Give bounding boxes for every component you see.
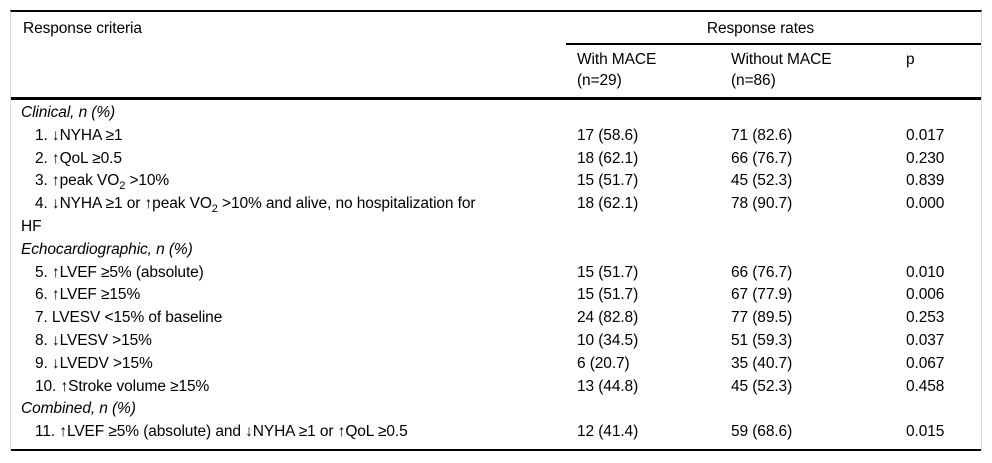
with-mace-value: 24 (82.8) (577, 309, 639, 327)
p-value: 0.253 (906, 309, 945, 327)
p-value: 0.839 (906, 172, 945, 190)
section-title: Echocardiographic, n (%) (21, 240, 193, 258)
table-row: 2. ↑QoL ≥0.5 18 (62.1) 66 (76.7) 0.230 (11, 148, 981, 171)
without-mace-value: 66 (76.7) (731, 263, 793, 281)
table-row: 6. ↑LVEF ≥15% 15 (51.7) 67 (77.9) 0.006 (11, 284, 981, 307)
without-mace-value: 78 (90.7) (731, 195, 793, 213)
p-value: 0.067 (906, 354, 945, 372)
p-column-header: p (895, 49, 981, 97)
p-label: p (906, 51, 915, 68)
with-mace-label: With MACE (577, 51, 657, 68)
table-row: 8. ↓LVESV >15% 10 (34.5) 51 (59.3) 0.037 (11, 330, 981, 353)
row-label: 3. ↑peak VO2 >10% (35, 172, 170, 193)
without-mace-n: (n=86) (731, 72, 776, 89)
row-label: 11. ↑LVEF ≥5% (absolute) and ↓NYHA ≥1 or… (35, 423, 408, 441)
response-criteria-column-header: Response criteria (23, 20, 142, 37)
table-body: Clinical, n (%) 1. ↓NYHA ≥1 17 (58.6) 71 (8… (11, 97, 981, 451)
table-row: 9. ↓LVEDV >15% 6 (20.7) 35 (40.7) 0.067 (11, 353, 981, 376)
with-mace-value: 15 (51.7) (577, 286, 639, 304)
with-mace-value: 15 (51.7) (577, 263, 639, 281)
row-label: 9. ↓LVEDV >15% (35, 354, 153, 372)
table-row: 7. LVESV <15% of baseline 24 (82.8) 77 (89… (11, 307, 981, 330)
row-label: 2. ↑QoL ≥0.5 (35, 149, 122, 167)
with-mace-value: 12 (41.4) (577, 423, 639, 441)
section-title: Combined, n (%) (21, 400, 136, 418)
with-mace-value: 13 (44.8) (577, 377, 639, 395)
without-mace-value: 67 (77.9) (731, 286, 793, 304)
section-title: Clinical, n (%) (21, 104, 116, 121)
row-label: 5. ↑LVEF ≥5% (absolute) (35, 263, 204, 281)
row-label: 7. LVESV <15% of baseline (35, 309, 223, 327)
response-criteria-table: Response criteria Response rates With MA… (10, 10, 982, 451)
row-label: 8. ↓LVESV >15% (35, 331, 152, 349)
p-value: 0.006 (906, 286, 945, 304)
row-label: 4. ↓NYHA ≥1 or ↑peak VO2 >10% and alive,… (21, 195, 476, 235)
without-mace-value: 45 (52.3) (731, 172, 793, 190)
row-label: 6. ↑LVEF ≥15% (35, 286, 141, 304)
p-value: 0.015 (906, 423, 945, 441)
with-mace-n: (n=29) (577, 72, 622, 89)
with-mace-value: 10 (34.5) (577, 331, 639, 349)
row-label: 10. ↑Stroke volume ≥15% (35, 377, 210, 395)
without-mace-value: 66 (76.7) (731, 149, 793, 167)
with-mace-value: 18 (62.1) (577, 195, 639, 213)
without-mace-value: 35 (40.7) (731, 354, 793, 372)
with-mace-value: 17 (58.6) (577, 126, 639, 144)
p-value: 0.017 (906, 126, 945, 144)
response-rates-group-header: Response rates (566, 12, 981, 45)
without-mace-label: Without MACE (731, 51, 832, 68)
without-mace-value: 77 (89.5) (731, 309, 793, 327)
row-label: 1. ↓NYHA ≥1 (35, 126, 123, 144)
subheader-spacer (11, 49, 566, 97)
p-value: 0.010 (906, 263, 945, 281)
table-subheader-row: With MACE (n=29) Without MACE (n=86) p (11, 45, 981, 97)
with-mace-column-header: With MACE (n=29) (566, 49, 720, 97)
table-header-row: Response criteria Response rates (11, 12, 981, 45)
p-value: 0.458 (906, 377, 945, 395)
table-row: 11. ↑LVEF ≥5% (absolute) and ↓NYHA ≥1 or… (11, 421, 981, 444)
without-mace-column-header: Without MACE (n=86) (720, 49, 895, 97)
with-mace-value: 18 (62.1) (577, 149, 639, 167)
table-row: 5. ↑LVEF ≥5% (absolute) 15 (51.7) 66 (76.7… (11, 262, 981, 285)
table-row: 3. ↑peak VO2 >10% 15 (51.7) 45 (52.3) 0.839 (11, 170, 981, 193)
without-mace-value: 51 (59.3) (731, 331, 793, 349)
with-mace-value: 6 (20.7) (577, 354, 630, 372)
without-mace-value: 71 (82.6) (731, 126, 793, 144)
without-mace-value: 45 (52.3) (731, 377, 793, 395)
p-value: 0.000 (906, 195, 945, 213)
p-value: 0.037 (906, 331, 945, 349)
p-value: 0.230 (906, 149, 945, 167)
table-row: 1. ↓NYHA ≥1 17 (58.6) 71 (82.6) 0.017 (11, 125, 981, 148)
without-mace-value: 59 (68.6) (731, 423, 793, 441)
table-row: 10. ↑Stroke volume ≥15% 13 (44.8) 45 (52.3… (11, 376, 981, 399)
table-row: 4. ↓NYHA ≥1 or ↑peak VO2 >10% and alive,… (11, 193, 981, 239)
response-rates-label: Response rates (706, 20, 815, 37)
with-mace-value: 15 (51.7) (577, 172, 639, 190)
